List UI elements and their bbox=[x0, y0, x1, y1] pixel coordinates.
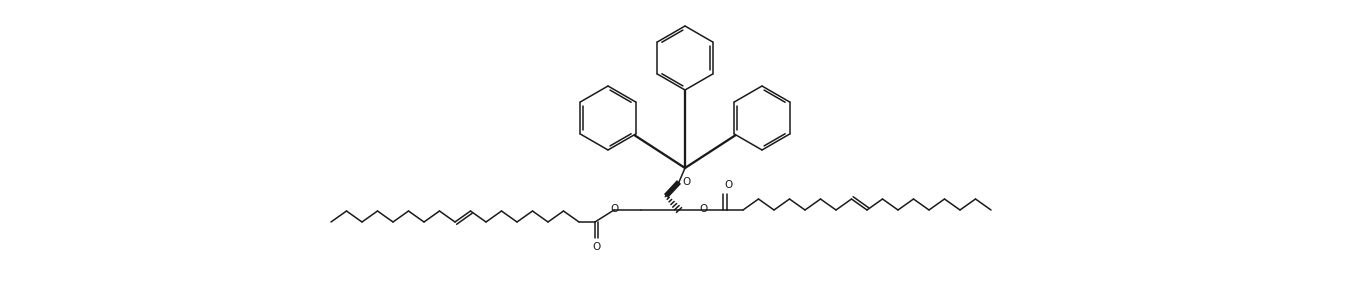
Text: O: O bbox=[700, 204, 708, 214]
Text: O: O bbox=[593, 242, 601, 252]
Text: O: O bbox=[611, 204, 619, 214]
Text: O: O bbox=[682, 177, 690, 187]
Text: O: O bbox=[725, 180, 733, 190]
